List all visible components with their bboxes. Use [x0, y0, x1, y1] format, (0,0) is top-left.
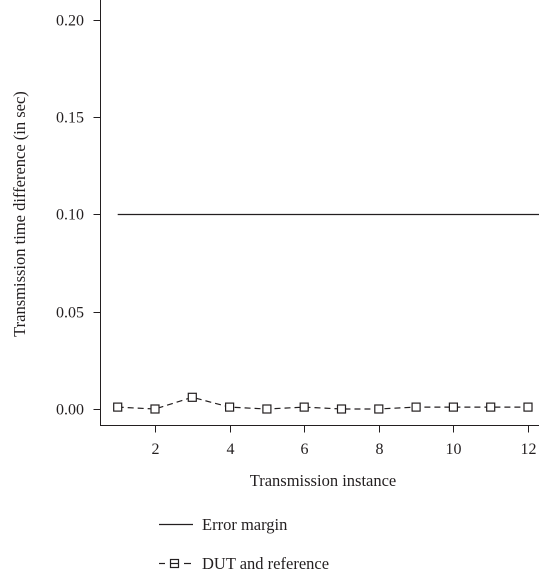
data-point-marker — [225, 402, 235, 412]
legend-label-dut-and-reference: DUT and reference — [202, 554, 329, 573]
data-point-marker — [448, 402, 458, 412]
y-tick-label: 0.05 — [56, 305, 84, 322]
data-point-marker — [187, 392, 197, 402]
y-axis-ticks: 0.00 0.05 0.10 0.15 0.20 — [56, 13, 101, 419]
data-point-marker — [411, 402, 421, 412]
plot-area — [100, 0, 539, 426]
data-point-marker — [262, 404, 272, 414]
y-tick-label: 0.20 — [56, 13, 84, 30]
series-line-dut-and-reference — [117, 396, 528, 410]
legend-item-error-margin: Error margin — [159, 515, 287, 534]
data-point-marker — [113, 402, 123, 412]
data-point-marker — [150, 404, 160, 414]
y-tick-label: 0.00 — [56, 402, 84, 419]
series-layer — [113, 213, 539, 414]
data-point-marker — [336, 404, 347, 414]
data-point-marker — [374, 404, 384, 414]
y-tick-label: 0.10 — [56, 207, 84, 224]
x-tick-label: 2 — [152, 441, 160, 458]
legend-label-error-margin: Error margin — [202, 515, 287, 534]
y-tick-label: 0.15 — [56, 110, 84, 127]
y-axis-title: Transmission time difference (in sec) — [10, 91, 29, 337]
data-point-marker — [523, 402, 533, 412]
x-axis-ticks: 2 4 6 8 10 12 — [152, 425, 537, 458]
legend: Error margin DUT and reference — [159, 515, 329, 573]
x-tick-label: 4 — [227, 441, 235, 458]
x-tick-label: 12 — [521, 441, 537, 458]
x-tick-label: 8 — [376, 441, 384, 458]
data-point-marker — [299, 402, 309, 412]
legend-item-dut-and-reference: DUT and reference — [159, 554, 329, 573]
x-tick-label: 10 — [446, 441, 462, 458]
x-axis-title: Transmission instance — [250, 471, 397, 490]
x-tick-label: 6 — [301, 441, 309, 458]
data-point-marker — [486, 402, 496, 412]
